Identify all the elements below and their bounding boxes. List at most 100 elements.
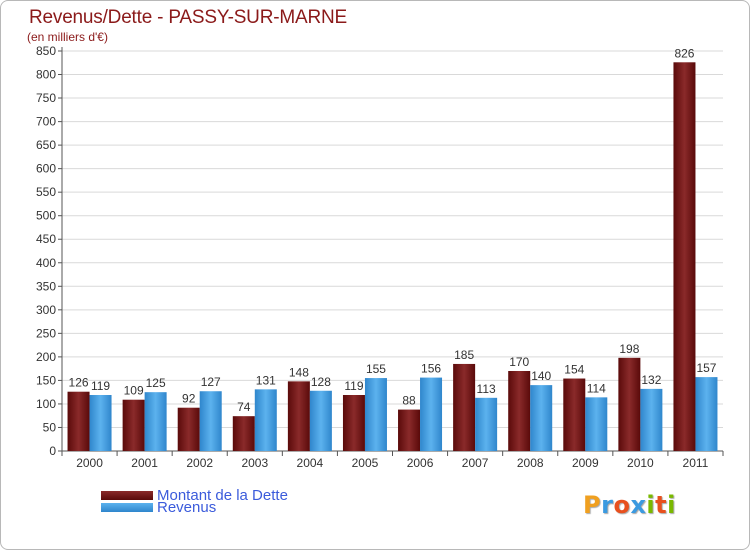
legend-item-debt: Montant de la Dette (101, 487, 288, 503)
bar-revenue (254, 389, 277, 451)
bars (67, 62, 718, 451)
y-tick-label: 50 (43, 420, 57, 434)
x-tick-label: 2005 (352, 456, 379, 470)
x-tick-label: 2010 (627, 456, 654, 470)
data-label-revenue: 157 (696, 361, 716, 375)
bar-debt (563, 378, 586, 451)
x-tick-label: 2007 (462, 456, 489, 470)
bar-revenue (309, 390, 332, 451)
axes (58, 47, 724, 456)
y-tick-label: 850 (36, 44, 56, 58)
y-tick-label: 300 (36, 303, 56, 317)
legend-label-revenue: Revenus (157, 498, 217, 516)
data-label-revenue: 156 (421, 362, 441, 376)
bar-debt (453, 363, 476, 451)
logo-letter: r (601, 491, 614, 519)
x-tick-label: 2006 (407, 456, 434, 470)
bar-debt (342, 395, 365, 451)
bar-debt (508, 371, 531, 451)
bar-revenue (89, 395, 112, 451)
bar-revenue (530, 385, 553, 451)
data-label-revenue: 113 (477, 382, 496, 396)
legend-swatch-debt (101, 490, 153, 500)
data-label-revenue: 128 (311, 375, 331, 389)
logo-letter: P (583, 491, 602, 519)
unit-label: (en milliers d'€) (27, 30, 108, 44)
y-tick-label: 550 (36, 185, 56, 199)
y-tick-label: 650 (36, 138, 56, 152)
bar-revenue (420, 377, 443, 451)
bar-revenue (640, 388, 663, 451)
logo-letter: t (655, 491, 668, 519)
y-tick-label: 700 (36, 115, 56, 129)
x-tick-labels: 2000 2001 2002 2003 2004 2005 2006 2007 2008 2009… (76, 456, 708, 470)
logo-letter: i (667, 491, 676, 519)
data-label-revenue: 155 (366, 362, 386, 376)
x-tick-label: 2011 (683, 456, 709, 470)
y-tick-label: 450 (36, 232, 56, 246)
bar-debt (398, 409, 421, 451)
bar-revenue (364, 378, 387, 451)
legend: Montant de la Dette Revenus (101, 487, 288, 515)
x-tick-label: 2002 (186, 456, 213, 470)
proxiti-logo: Proxiti (583, 491, 676, 519)
data-label-debt: 74 (237, 400, 251, 414)
data-label-debt: 126 (69, 376, 89, 390)
data-label-debt: 109 (124, 384, 144, 398)
y-tick-label: 200 (36, 350, 56, 364)
y-tick-label: 800 (36, 68, 56, 82)
logo-letter: o (613, 491, 631, 519)
data-label-debt: 826 (674, 46, 694, 60)
bar-debt (67, 391, 90, 451)
y-tick-label: 150 (36, 373, 56, 387)
data-label-revenue: 132 (641, 373, 661, 387)
data-label-debt: 88 (402, 394, 416, 408)
y-tick-label: 0 (49, 444, 56, 458)
data-label-debt: 148 (289, 365, 309, 379)
data-label-debt: 185 (454, 348, 474, 362)
data-label-debt: 154 (564, 363, 584, 377)
bar-debt (177, 407, 200, 451)
bar-revenue (695, 377, 718, 451)
bar-revenue (199, 391, 222, 451)
data-label-debt: 119 (344, 379, 363, 393)
x-tick-label: 2003 (241, 456, 268, 470)
data-label-revenue: 125 (146, 376, 166, 390)
x-tick-label: 2004 (297, 456, 324, 470)
data-label-revenue: 114 (587, 381, 606, 395)
x-tick-label: 2001 (131, 456, 158, 470)
legend-item-revenue: Revenus (101, 499, 288, 515)
bar-revenue (475, 397, 498, 451)
data-label-debt: 170 (509, 355, 529, 369)
data-label-revenue: 140 (531, 369, 551, 383)
bar-debt (122, 399, 145, 451)
data-label-debt: 92 (182, 392, 196, 406)
y-tick-label: 500 (36, 209, 56, 223)
legend-swatch-revenue (101, 502, 153, 512)
data-label-revenue: 131 (256, 373, 276, 387)
y-tick-label: 250 (36, 326, 56, 340)
bar-debt (673, 62, 696, 451)
chart-title: Revenus/Dette - PASSY-SUR-MARNE (29, 7, 347, 28)
legend-label-debt: Montant de la Dette (157, 486, 288, 504)
bar-revenue (144, 392, 167, 451)
y-tick-label: 600 (36, 162, 56, 176)
y-tick-labels: 0 50 100 150 200 250 300 350 400 450 500 550 600 650 7… (36, 44, 56, 458)
y-tick-label: 100 (36, 397, 56, 411)
x-tick-label: 2008 (517, 456, 544, 470)
bar-debt (287, 381, 310, 451)
x-tick-label: 2000 (76, 456, 103, 470)
y-tick-label: 350 (36, 279, 56, 293)
data-label-revenue: 119 (91, 379, 110, 393)
y-tick-label: 750 (36, 91, 56, 105)
bar-debt (618, 357, 641, 451)
bar-revenue (585, 397, 608, 451)
data-label-debt: 198 (619, 342, 639, 356)
x-tick-label: 2009 (572, 456, 599, 470)
data-label-revenue: 127 (201, 375, 221, 389)
grid-lines (62, 50, 723, 428)
bar-debt (232, 416, 255, 451)
